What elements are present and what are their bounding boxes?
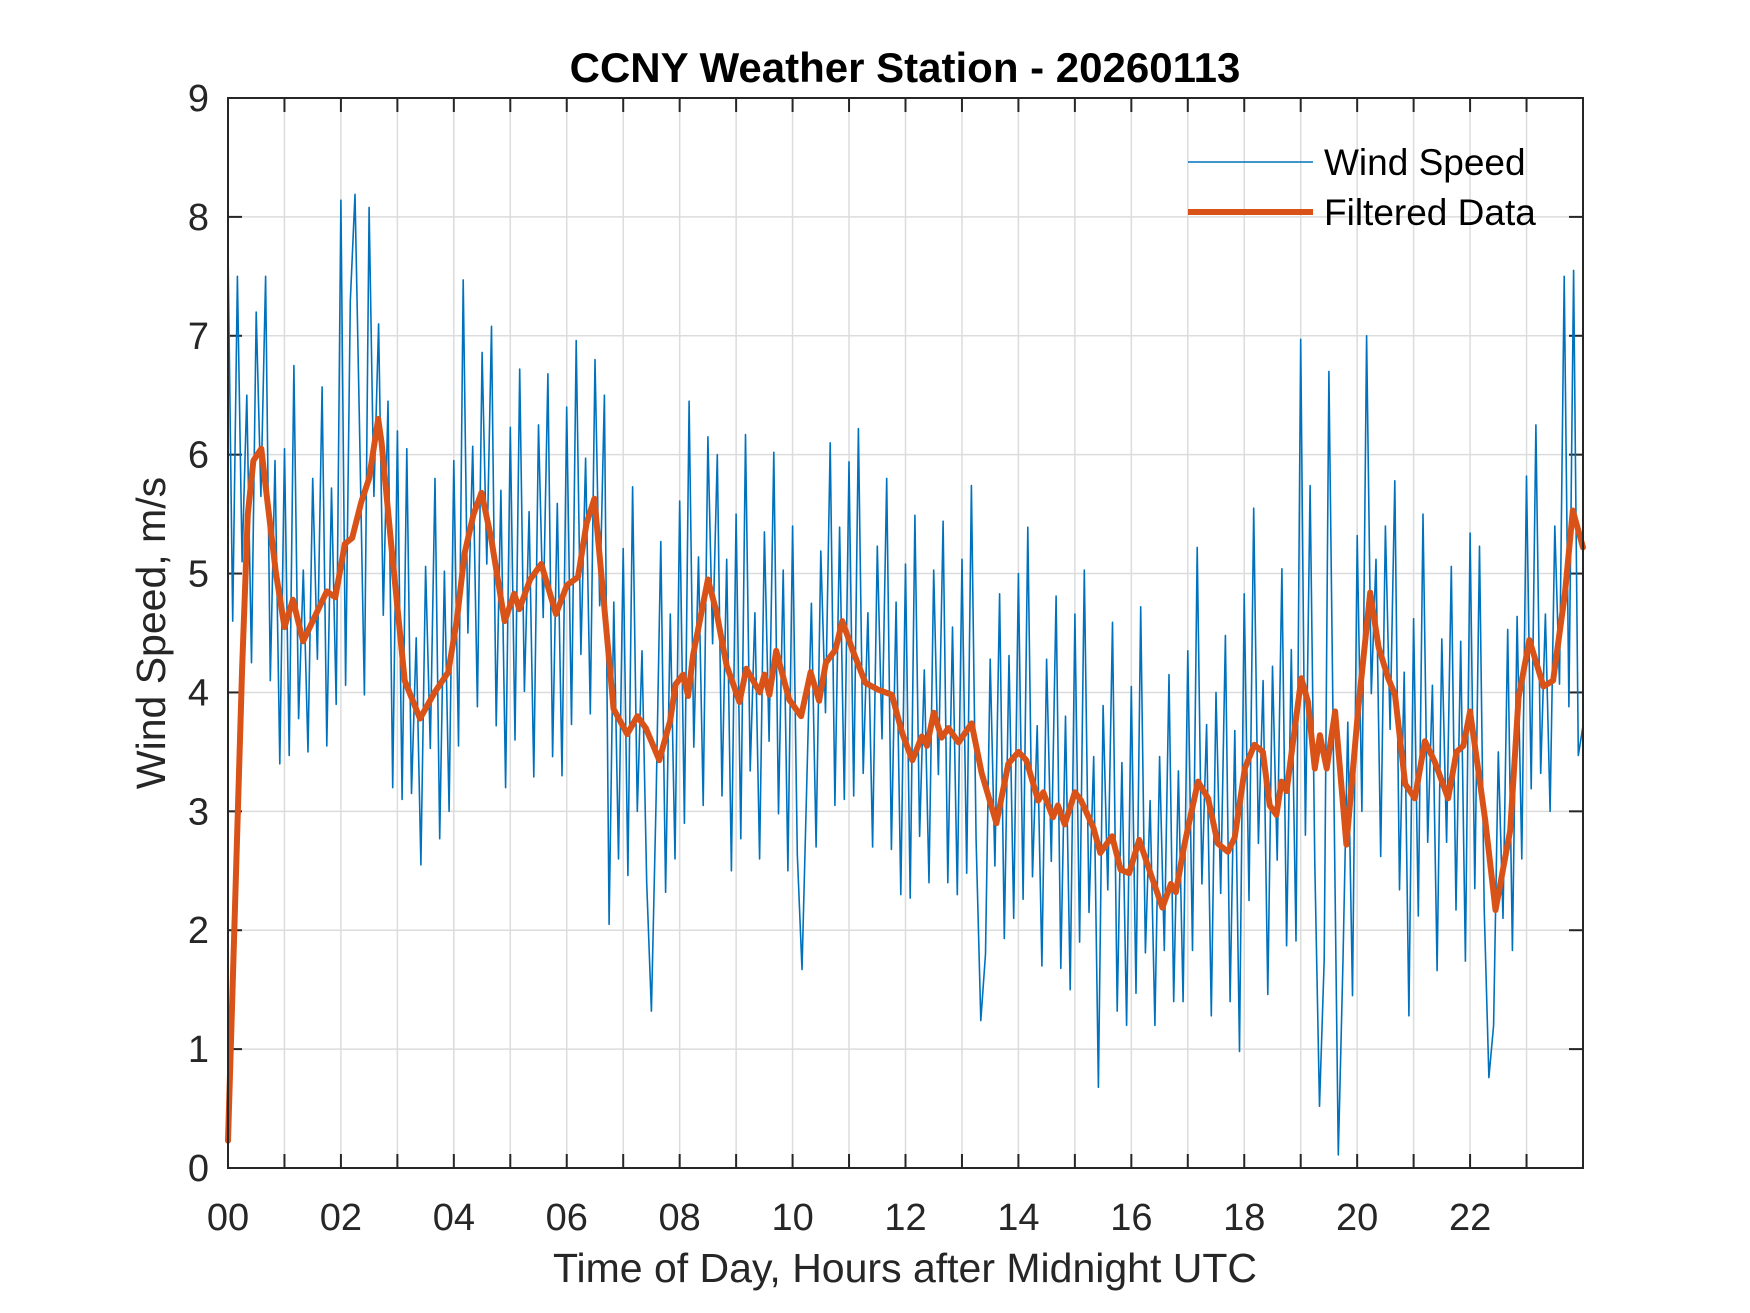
y-tick-label: 2 [188, 910, 209, 952]
x-tick-label: 00 [207, 1197, 249, 1239]
x-tick-label: 06 [546, 1197, 588, 1239]
x-tick-label: 16 [1110, 1197, 1152, 1239]
y-tick-label: 9 [188, 78, 209, 120]
series-line-wind-speed [227, 193, 1584, 1156]
y-tick-label: 5 [188, 554, 209, 596]
legend-label-wind-speed: Wind Speed [1324, 142, 1526, 183]
series-layer [225, 193, 1586, 1156]
legend: Wind Speed Filtered Data [1188, 142, 1536, 233]
y-tick-label: 1 [188, 1029, 209, 1071]
x-tick-label: 10 [771, 1197, 813, 1239]
grid-lines [228, 98, 1583, 1168]
axes-box [227, 97, 1584, 1169]
y-tick-label: 0 [188, 1148, 209, 1190]
legend-label-filtered-data: Filtered Data [1324, 192, 1536, 233]
x-tick-label: 08 [659, 1197, 701, 1239]
x-axis-label: Time of Day, Hours after Midnight UTC [553, 1245, 1257, 1291]
x-tick-label: 22 [1449, 1197, 1491, 1239]
series-line-filtered-data [225, 416, 1586, 1144]
x-tick-label: 04 [433, 1197, 475, 1239]
y-tick-label: 7 [188, 316, 209, 358]
y-axis-label: Wind Speed, m/s [128, 477, 174, 789]
x-tick-label: 12 [884, 1197, 926, 1239]
x-tick-label: 14 [997, 1197, 1039, 1239]
x-tick-label: 20 [1336, 1197, 1378, 1239]
y-tick-label: 4 [188, 672, 209, 714]
y-tick-label: 6 [188, 435, 209, 477]
y-tick-label: 3 [188, 791, 209, 833]
y-tick-label: 8 [188, 197, 209, 239]
chart-title: CCNY Weather Station - 20260113 [570, 44, 1241, 91]
x-tick-label: 18 [1223, 1197, 1265, 1239]
x-tick-label: 02 [320, 1197, 362, 1239]
